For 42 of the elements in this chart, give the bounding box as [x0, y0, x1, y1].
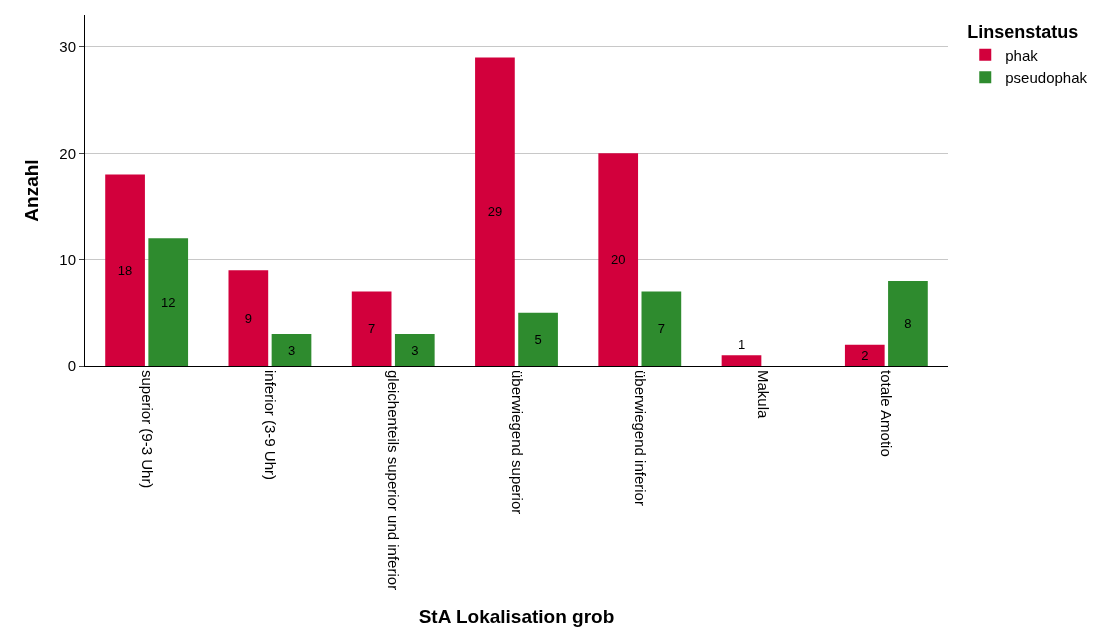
- bar: [105, 174, 145, 366]
- x-tick-label: überwiegend inferior: [631, 370, 649, 506]
- data-label: 5: [534, 331, 542, 347]
- data-label: 1: [737, 337, 746, 353]
- bar: [598, 153, 639, 366]
- bar: [148, 238, 189, 366]
- y-tick-label: 20: [59, 144, 76, 162]
- bar: [475, 57, 515, 366]
- x-tick-label: überwiegend superior: [508, 370, 526, 515]
- bar: [721, 355, 762, 366]
- bar: [228, 270, 269, 366]
- data-label: 3: [411, 342, 419, 358]
- y-axis-title: Anzahl: [21, 159, 43, 222]
- x-axis-title: StA Lokalisation grob: [418, 605, 615, 627]
- x-tick-label: Makula: [755, 370, 773, 420]
- legend-label: phak: [1005, 46, 1039, 64]
- x-tick-label: totale Amotio: [878, 370, 896, 457]
- data-label: 3: [287, 342, 296, 358]
- data-label: 7: [368, 321, 376, 337]
- legend-label: pseudophak: [1005, 69, 1088, 86]
- x-tick-label: superior (9-3 Uhr): [138, 370, 156, 489]
- data-label: 20: [610, 252, 626, 268]
- bar: [351, 291, 392, 366]
- bar: [271, 334, 312, 366]
- bar: [844, 344, 885, 366]
- y-tick-label: 30: [59, 38, 76, 56]
- data-label: 2: [861, 347, 869, 363]
- bar: [888, 280, 928, 366]
- x-tick-label: inferior (3-9 Uhr): [262, 370, 280, 481]
- data-label: 7: [657, 321, 665, 337]
- data-label: 29: [487, 204, 503, 220]
- bar: [518, 312, 558, 366]
- y-tick-label: 0: [67, 357, 76, 375]
- bar: [641, 291, 682, 366]
- bar: [394, 334, 435, 366]
- data-label: 8: [904, 315, 912, 331]
- x-tick-label: gleichenteils superior und inferior: [385, 370, 403, 591]
- data-label: 12: [160, 294, 176, 310]
- y-tick-label: 10: [59, 250, 76, 268]
- legend-title: Linsenstatus: [967, 22, 1079, 43]
- data-label: 18: [117, 262, 133, 278]
- data-label: 9: [244, 310, 252, 326]
